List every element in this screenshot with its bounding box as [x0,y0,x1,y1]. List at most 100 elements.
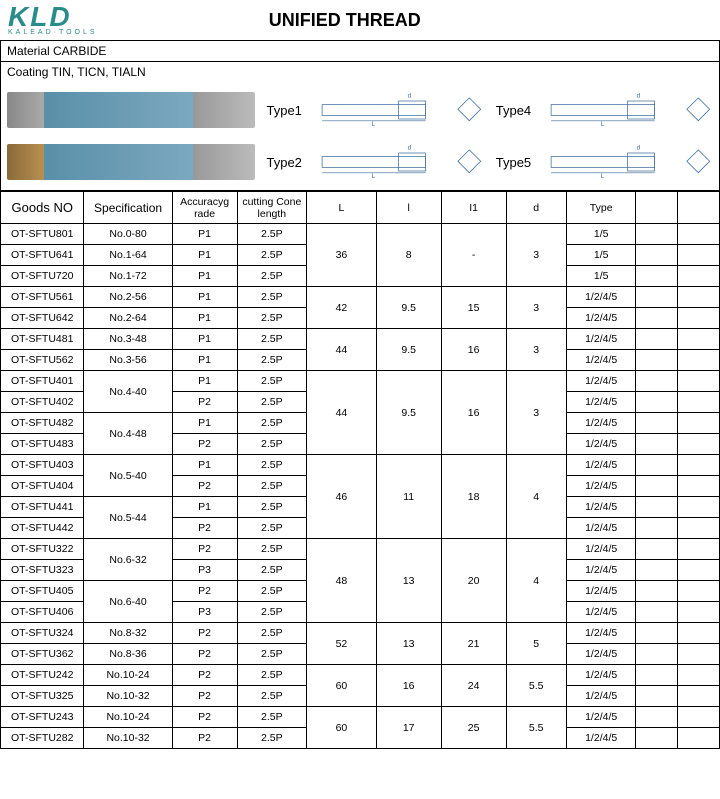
cell-spec: No.2-64 [84,308,172,329]
cell-spec: No.3-56 [84,350,172,371]
cell-cone: 2.5P [237,350,307,371]
cell-empty1 [636,245,678,266]
cell-empty1 [636,581,678,602]
brand-subtitle: KALEAD·TOOLS [8,29,98,36]
cell-empty2 [678,686,720,707]
cell-cone: 2.5P [237,539,307,560]
cell-cone: 2.5P [237,371,307,392]
cell-l: 9.5 [376,287,441,329]
cell-spec: No.1-64 [84,245,172,266]
cell-accuracy: P1 [172,455,237,476]
cell-empty2 [678,539,720,560]
cell-goods: OT-SFTU242 [1,665,84,686]
cell-l: 11 [376,455,441,539]
table-header-row: Goods NO Specification Accuracyg rade cu… [1,192,720,224]
cell-empty2 [678,287,720,308]
col-l-header: l [376,192,441,224]
cell-empty2 [678,329,720,350]
cell-accuracy: P2 [172,665,237,686]
cell-l1: 25 [441,707,506,749]
cell-accuracy: P1 [172,413,237,434]
cell-type: 1/2/4/5 [566,560,636,581]
col-cone-header: cutting Cone length [237,192,307,224]
cell-L: 60 [307,665,377,707]
cell-goods: OT-SFTU561 [1,287,84,308]
cell-l1: - [441,224,506,287]
cell-empty1 [636,665,678,686]
cell-cone: 2.5P [237,728,307,749]
svg-text:d: d [637,145,641,152]
cell-spec: No.10-32 [84,686,172,707]
cell-empty2 [678,602,720,623]
diagram-section: Type1 Ld Type4 Ld Type2 Ld Type5 Ld [0,82,720,191]
cell-cone: 2.5P [237,329,307,350]
cell-spec: No.10-32 [84,728,172,749]
col-goods-header: Goods NO [1,192,84,224]
cell-empty1 [636,728,678,749]
cell-L: 52 [307,623,377,665]
cell-accuracy: P1 [172,308,237,329]
cell-empty1 [636,392,678,413]
cell-type: 1/2/4/5 [566,539,636,560]
cell-goods: OT-SFTU323 [1,560,84,581]
page-title: UNIFIED THREAD [98,10,712,31]
cell-empty1 [636,644,678,665]
cell-l1: 21 [441,623,506,665]
cell-d: 5.5 [506,707,566,749]
cell-l: 13 [376,623,441,665]
cell-empty1 [636,623,678,644]
cell-cone: 2.5P [237,413,307,434]
cell-goods: OT-SFTU325 [1,686,84,707]
cell-empty2 [678,665,720,686]
cell-L: 44 [307,371,377,455]
cell-d: 3 [506,224,566,287]
type1-cross-icon [455,95,484,125]
cell-accuracy: P3 [172,602,237,623]
type2-drawing: Ld [314,144,447,180]
col-accuracy-header: Accuracyg rade [172,192,237,224]
cell-type: 1/2/4/5 [566,497,636,518]
cell-accuracy: P1 [172,329,237,350]
cell-cone: 2.5P [237,623,307,644]
cell-spec: No.4-48 [84,413,172,455]
cell-empty2 [678,581,720,602]
cell-empty1 [636,329,678,350]
cell-empty2 [678,497,720,518]
col-type-header: Type [566,192,636,224]
cell-empty2 [678,350,720,371]
cell-goods: OT-SFTU243 [1,707,84,728]
svg-text:L: L [601,173,605,180]
col-d-header: d [506,192,566,224]
cell-d: 4 [506,455,566,539]
cell-accuracy: P2 [172,392,237,413]
cell-type: 1/5 [566,266,636,287]
coating-row: Coating TIN, TICN, TIALN [0,61,720,82]
cell-type: 1/2/4/5 [566,644,636,665]
cell-type: 1/2/4/5 [566,308,636,329]
cell-empty1 [636,686,678,707]
cell-accuracy: P2 [172,434,237,455]
page-header: KLD KALEAD·TOOLS UNIFIED THREAD [0,0,720,40]
cell-empty2 [678,707,720,728]
cell-empty2 [678,455,720,476]
cell-empty2 [678,245,720,266]
cell-type: 1/2/4/5 [566,518,636,539]
cell-empty1 [636,434,678,455]
cell-cone: 2.5P [237,434,307,455]
cell-cone: 2.5P [237,560,307,581]
cell-empty2 [678,224,720,245]
cell-accuracy: P1 [172,266,237,287]
svg-text:L: L [601,121,605,128]
cell-empty2 [678,728,720,749]
cell-goods: OT-SFTU401 [1,371,84,392]
cell-goods: OT-SFTU801 [1,224,84,245]
cell-accuracy: P2 [172,539,237,560]
cell-cone: 2.5P [237,665,307,686]
cell-l1: 16 [441,329,506,371]
cell-d: 3 [506,287,566,329]
cell-empty2 [678,392,720,413]
cell-d: 5.5 [506,665,566,707]
cell-accuracy: P2 [172,623,237,644]
svg-text:d: d [408,93,412,100]
cell-L: 46 [307,455,377,539]
